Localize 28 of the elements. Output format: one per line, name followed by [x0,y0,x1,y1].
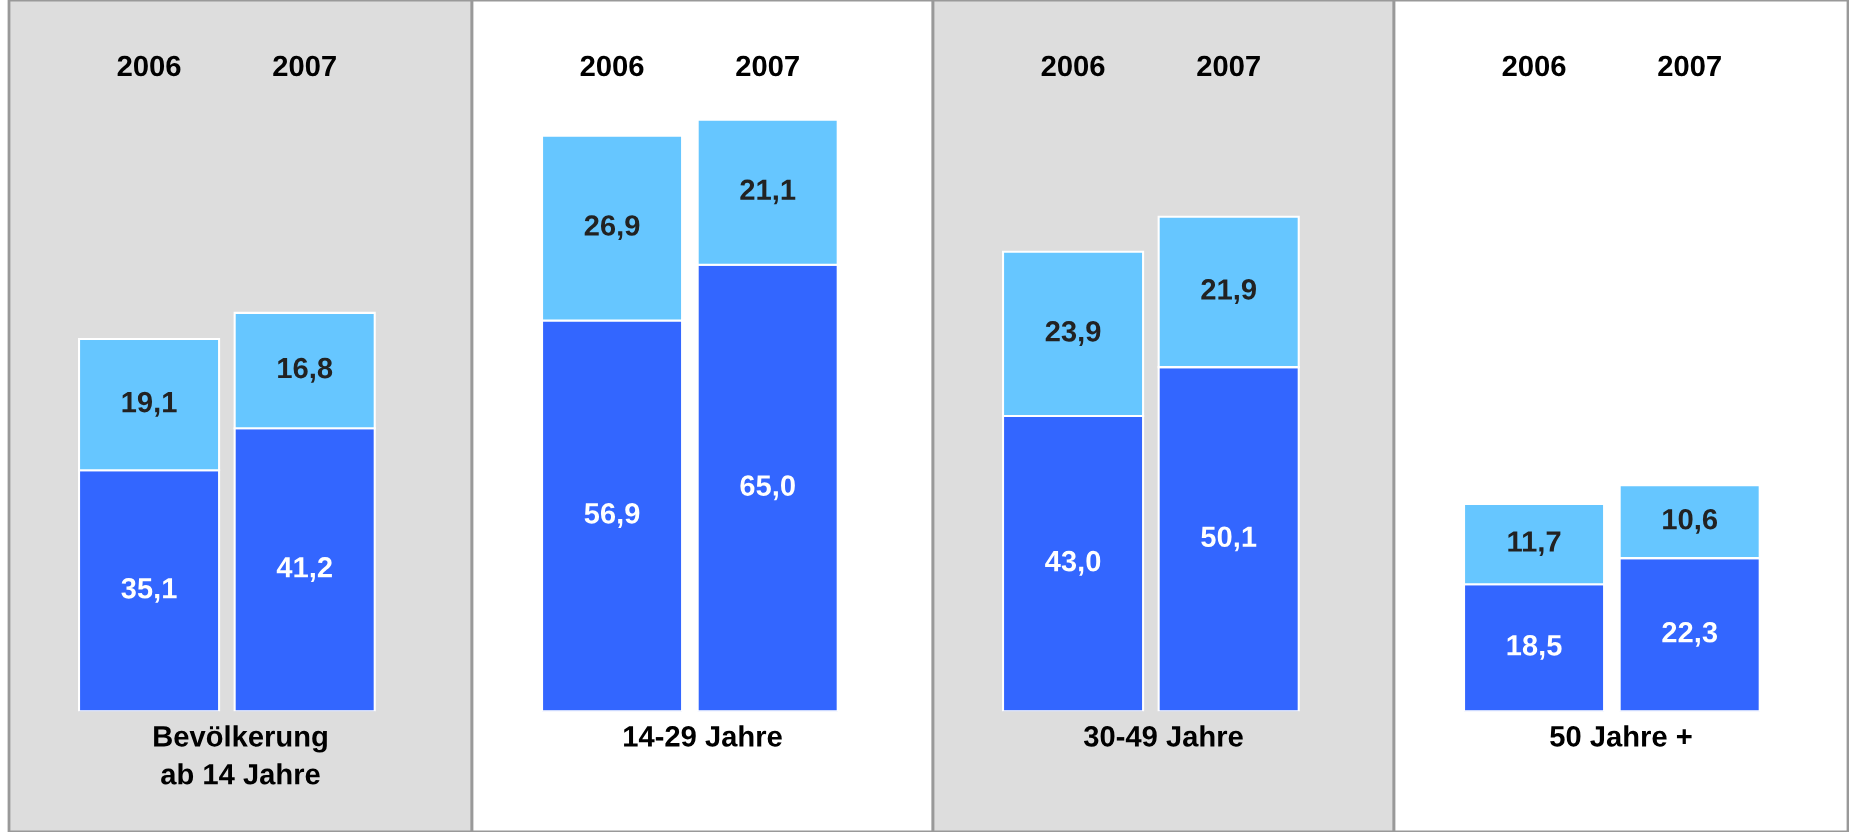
x-tick-label: 2007 [1658,55,1721,77]
x-tick-label: 2006 [1041,55,1105,77]
x-tick-label: 2006 [580,55,644,77]
data-label: 35,1 [121,577,177,603]
data-label: 22,3 [1662,621,1718,647]
data-label: 21,1 [740,179,796,205]
x-axis-title: Bevölkerung ab 14 Jahre [154,725,327,785]
data-label: 50,1 [1201,526,1257,552]
x-axis-title: 50 Jahre + [1550,725,1692,747]
x-tick-label: 2006 [1502,55,1566,77]
data-label: 43,0 [1045,550,1101,576]
x-tick-label: 2007 [273,55,336,77]
data-label: 21,9 [1201,279,1256,304]
data-label: 56,9 [584,503,640,528]
data-label: 19,1 [122,391,177,417]
x-tick-label: 2007 [1197,55,1260,77]
data-label: 41,2 [276,557,332,582]
data-label: 11,7 [1508,531,1561,557]
data-label: 23,9 [1045,321,1101,346]
x-tick-label: 2007 [736,55,799,77]
data-label: 16,8 [278,357,333,383]
x-tick-label: 2006 [117,55,181,77]
data-label: 26,9 [584,215,640,241]
data-label: 65,0 [740,475,795,501]
x-axis-title: 30-49 Jahre [1083,725,1243,747]
x-axis-title: 14-29 Jahre [624,725,782,747]
data-label: 18,5 [1507,634,1562,660]
data-label: 10,6 [1663,508,1718,534]
